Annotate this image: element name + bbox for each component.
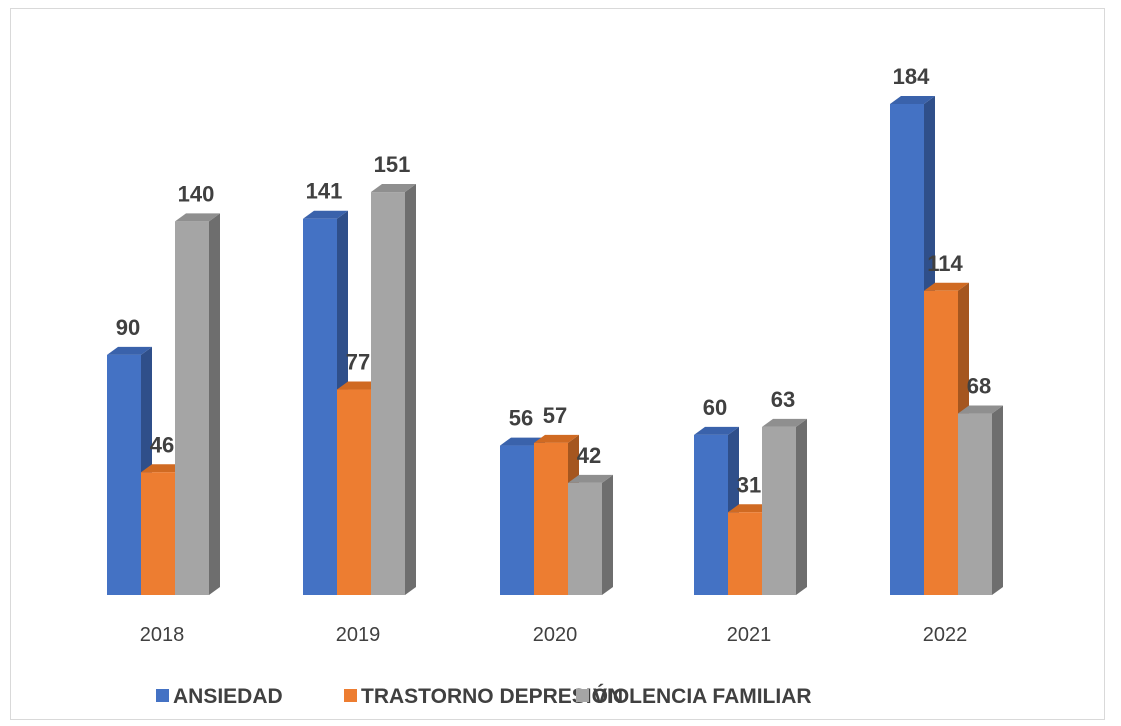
data-label-2022-2: 114 <box>927 251 963 276</box>
bar-group-2019 <box>303 184 416 595</box>
x-tick-label-2021: 2021 <box>727 624 772 646</box>
bar-2018-3 <box>175 213 220 596</box>
legend-swatch-3 <box>576 689 589 702</box>
bar-chart: 90 46 140 2018 141 77 151 2019 56 57 42 2020 60 31 63 2… <box>107 64 1003 708</box>
data-label-2021-2: 31 <box>737 472 761 497</box>
data-label-2021-3: 63 <box>771 387 795 412</box>
data-label-2020-2: 57 <box>543 403 567 428</box>
data-label-2018-1: 90 <box>116 315 140 340</box>
bar-2020-3 <box>568 474 613 595</box>
bar-2022-3 <box>958 405 1003 595</box>
data-label-2020-1: 56 <box>509 406 533 431</box>
data-label-2019-3: 151 <box>374 152 411 177</box>
x-tick-label-2020: 2020 <box>533 624 578 646</box>
bar-2021-3 <box>762 418 807 595</box>
legend-label-3: VIOLENCIA FAMILIAR <box>593 685 812 708</box>
bar-group-2021 <box>694 418 807 595</box>
legend-swatch-1 <box>156 689 169 702</box>
legend-item-3: VIOLENCIA FAMILIAR <box>576 685 812 708</box>
legend-swatch-2 <box>344 689 357 702</box>
data-label-2021-1: 60 <box>703 395 727 420</box>
data-label-2022-1: 184 <box>893 64 930 89</box>
bar-2022-2 <box>924 282 969 595</box>
data-label-2019-1: 141 <box>306 179 343 204</box>
legend-label-1: ANSIEDAD <box>173 685 283 708</box>
bar-2019-3 <box>371 184 416 595</box>
chart-frame: 90 46 140 2018 141 77 151 2019 56 57 42 2020 60 31 63 2… <box>10 8 1105 720</box>
data-label-2020-3: 42 <box>577 443 601 468</box>
x-tick-label-2018: 2018 <box>140 624 185 646</box>
legend-item-1: ANSIEDAD <box>156 685 283 708</box>
data-label-2018-3: 140 <box>178 181 215 206</box>
data-label-2019-2: 77 <box>346 350 370 375</box>
data-label-2022-3: 68 <box>967 374 991 399</box>
bar-group-2018 <box>107 213 220 596</box>
x-tick-label-2019: 2019 <box>336 624 381 646</box>
bar-group-2022 <box>890 96 1003 595</box>
data-label-2018-2: 46 <box>150 432 174 457</box>
x-tick-label-2022: 2022 <box>923 624 968 646</box>
bar-group-2020 <box>500 434 613 595</box>
